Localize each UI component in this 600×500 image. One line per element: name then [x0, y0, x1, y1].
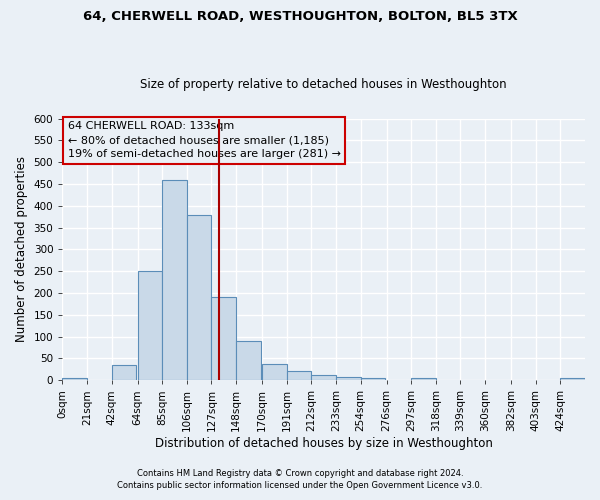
Bar [560, 378, 585, 380]
Title: Size of property relative to detached houses in Westhoughton: Size of property relative to detached ho… [140, 78, 507, 91]
Bar [62, 378, 87, 380]
Bar [162, 180, 187, 380]
Bar [112, 365, 136, 380]
Bar [311, 374, 336, 380]
Bar [211, 298, 236, 380]
Bar [137, 271, 162, 380]
Bar [236, 341, 261, 380]
Text: 64, CHERWELL ROAD, WESTHOUGHTON, BOLTON, BL5 3TX: 64, CHERWELL ROAD, WESTHOUGHTON, BOLTON,… [83, 10, 517, 23]
Text: 64 CHERWELL ROAD: 133sqm
← 80% of detached houses are smaller (1,185)
19% of sem: 64 CHERWELL ROAD: 133sqm ← 80% of detach… [68, 121, 341, 159]
Bar [187, 214, 211, 380]
Text: Contains HM Land Registry data © Crown copyright and database right 2024.
Contai: Contains HM Land Registry data © Crown c… [118, 469, 482, 490]
Bar [411, 378, 436, 380]
X-axis label: Distribution of detached houses by size in Westhoughton: Distribution of detached houses by size … [155, 437, 493, 450]
Bar [336, 377, 361, 380]
Y-axis label: Number of detached properties: Number of detached properties [15, 156, 28, 342]
Bar [361, 378, 385, 380]
Bar [262, 364, 287, 380]
Bar [287, 370, 311, 380]
